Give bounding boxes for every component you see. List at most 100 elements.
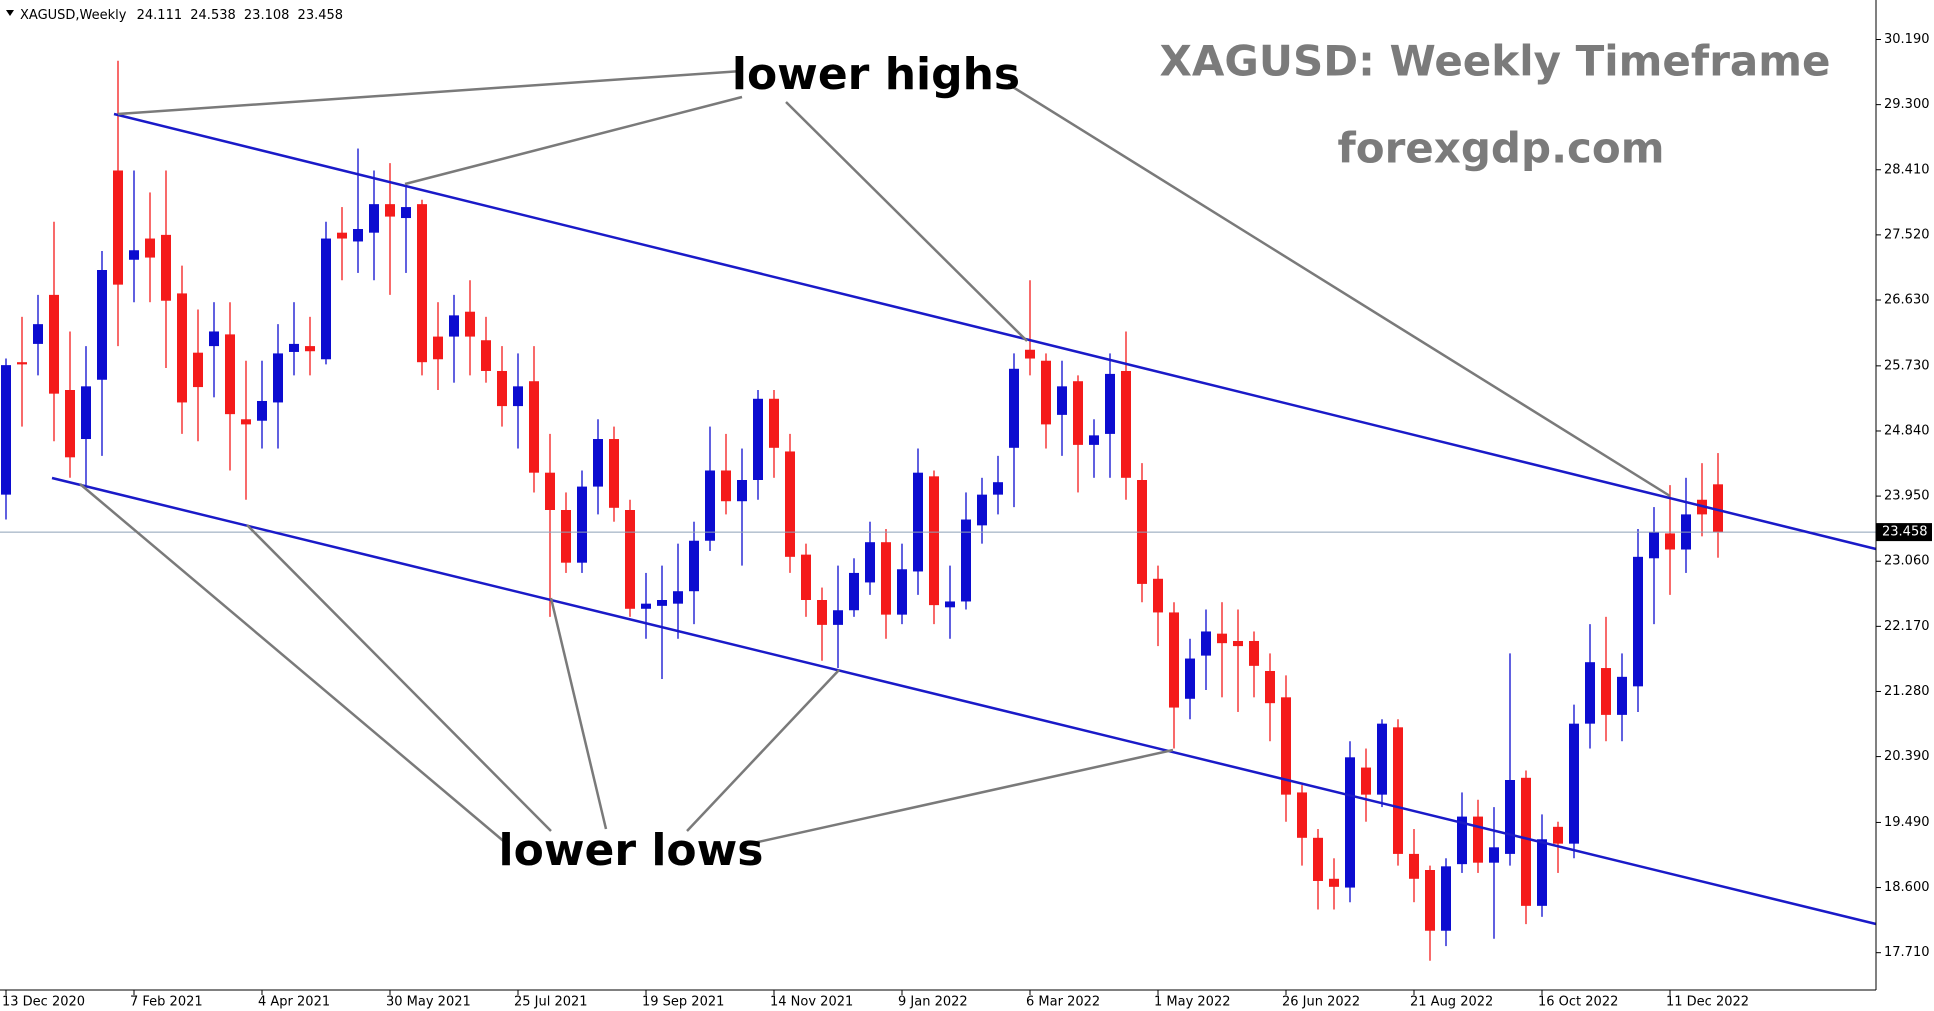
- candle-body: [305, 346, 315, 352]
- x-tick-label: 19 Sep 2021: [642, 995, 724, 1010]
- header-open: 24.111: [137, 8, 183, 23]
- candle-body: [1521, 777, 1531, 906]
- candle-body: [753, 398, 763, 480]
- candle-body: [81, 386, 91, 440]
- annotation: lower highs: [732, 49, 1020, 100]
- candle-body: [353, 229, 363, 242]
- candle-body: [641, 603, 651, 609]
- candle-body: [721, 470, 731, 502]
- candle-body: [529, 381, 539, 473]
- candle-body: [689, 540, 699, 592]
- candle-body: [1473, 816, 1483, 863]
- candle-body: [929, 476, 939, 606]
- candle-body: [1553, 826, 1563, 844]
- candle-body: [209, 331, 219, 347]
- candle-body: [609, 439, 619, 508]
- chart-header: XAGUSD,Weekly 24.111 24.538 23.108 23.45…: [20, 8, 343, 23]
- candle-body: [1601, 668, 1611, 715]
- candle-body: [433, 336, 443, 360]
- candle-body: [993, 482, 1003, 495]
- candle-body: [385, 204, 395, 217]
- y-tick-label: 28.410: [1884, 162, 1930, 177]
- candle-body: [497, 370, 507, 407]
- candle-body: [1649, 531, 1659, 559]
- x-tick-label: 25 Jul 2021: [514, 995, 588, 1010]
- candle-body: [817, 600, 827, 625]
- candle-body: [881, 542, 891, 615]
- candle-body: [593, 439, 603, 487]
- candle-body: [321, 238, 331, 360]
- header-high: 24.538: [190, 8, 236, 23]
- candle-body: [1009, 368, 1019, 448]
- candle-body: [113, 170, 123, 285]
- candle-body: [49, 294, 59, 394]
- candle-body: [401, 207, 411, 219]
- candle-body: [769, 398, 779, 448]
- candle-body: [1665, 533, 1675, 550]
- x-tick-label: 26 Jun 2022: [1282, 995, 1360, 1010]
- y-tick-label: 19.490: [1884, 815, 1930, 830]
- x-tick-label: 16 Oct 2022: [1538, 995, 1618, 1010]
- candle-body: [465, 311, 475, 337]
- x-tick-label: 11 Dec 2022: [1666, 995, 1749, 1010]
- candle-body: [1169, 612, 1179, 708]
- candle-body: [1377, 723, 1387, 795]
- candle-body: [1713, 484, 1723, 533]
- candle-body: [833, 610, 843, 625]
- candle-body: [1025, 349, 1035, 359]
- candle-body: [369, 204, 379, 233]
- candle-body: [1249, 640, 1259, 666]
- candle-body: [1457, 816, 1467, 865]
- y-tick-label: 18.600: [1884, 880, 1930, 895]
- candle-body: [897, 569, 907, 615]
- candle-body: [1297, 792, 1307, 838]
- header-low: 23.108: [244, 8, 290, 23]
- candle-body: [481, 340, 491, 371]
- candle-body: [1281, 697, 1291, 795]
- pointer-line: [117, 69, 743, 116]
- candle-body: [241, 419, 251, 425]
- x-tick-label: 14 Nov 2021: [770, 995, 853, 1010]
- candle-body: [1441, 866, 1451, 931]
- candle-body: [417, 204, 427, 363]
- candle-body: [1569, 723, 1579, 844]
- header-close: 23.458: [298, 8, 344, 23]
- candle-body: [1121, 370, 1131, 478]
- chart-subtitle: forexgdp.com: [1337, 124, 1664, 173]
- candle-body: [1185, 658, 1195, 699]
- x-tick-label: 9 Jan 2022: [898, 995, 968, 1010]
- candle-body: [193, 352, 203, 388]
- pointer-line: [686, 669, 840, 832]
- y-tick-label: 26.630: [1884, 293, 1930, 308]
- symbol: XAGUSD,Weekly: [20, 8, 127, 23]
- candle-body: [1393, 727, 1403, 854]
- candle-body: [785, 451, 795, 557]
- candle-body: [225, 334, 235, 415]
- candle-body: [337, 232, 347, 239]
- candle-body: [161, 234, 171, 301]
- candle-body: [545, 472, 555, 510]
- menu-arrow[interactable]: [6, 10, 14, 16]
- candle-body: [289, 343, 299, 352]
- candle-body: [577, 486, 587, 563]
- pointer-line: [1007, 82, 1671, 498]
- candle-body: [1505, 780, 1515, 854]
- candle-body: [1217, 633, 1227, 644]
- x-tick-label: 30 May 2021: [386, 995, 471, 1010]
- candle-body: [849, 572, 859, 611]
- x-tick-label: 1 May 2022: [1154, 995, 1231, 1010]
- candle-body: [1489, 847, 1499, 863]
- y-tick-label: 20.390: [1884, 749, 1930, 764]
- candle-body: [1153, 578, 1163, 613]
- candle-body: [65, 390, 75, 458]
- candle-body: [945, 601, 955, 608]
- x-tick-label: 21 Aug 2022: [1410, 995, 1493, 1010]
- x-tick-label: 4 Apr 2021: [258, 995, 330, 1010]
- price-label: 23.458: [1882, 525, 1928, 540]
- candle-body: [1617, 676, 1627, 715]
- candle-body: [33, 324, 43, 344]
- candle-body: [257, 400, 267, 421]
- candle-body: [625, 510, 635, 609]
- candle-body: [1345, 757, 1355, 888]
- candle-body: [449, 315, 459, 337]
